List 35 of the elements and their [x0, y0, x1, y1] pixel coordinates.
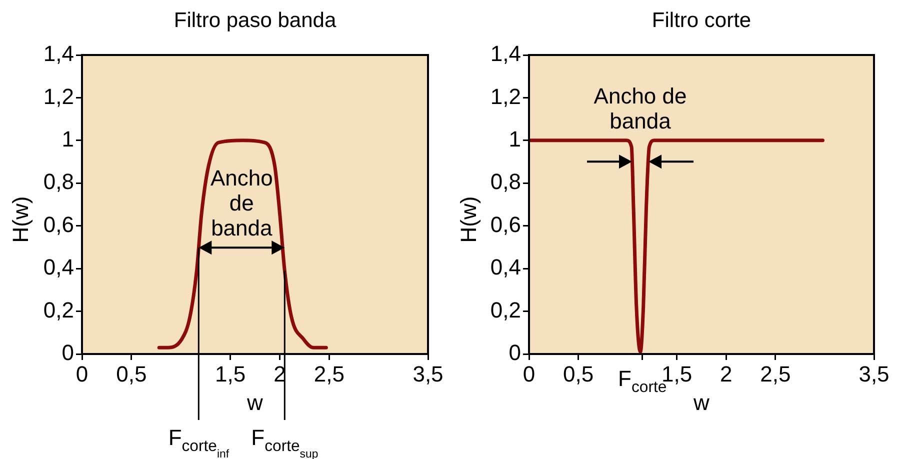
x-tick-label: 3,5 [412, 361, 444, 386]
y-tick-label: 1 [508, 126, 521, 152]
x-tick-label: 0,5 [116, 361, 147, 386]
x-axis-title: w [246, 390, 264, 415]
x-tick-label: 2,5 [314, 361, 344, 386]
y-tick-label: 0 [508, 340, 521, 366]
y-tick-label: 0,4 [490, 254, 521, 280]
x-tick-label: 2 [274, 361, 286, 386]
y-axis-title: H(w) [8, 196, 33, 243]
y-tick-label: 0,4 [43, 254, 74, 280]
annotation: Ancho de banda [210, 166, 274, 241]
x-tick-label: 2 [720, 361, 732, 386]
y-tick-label: 0,2 [43, 297, 74, 322]
y-tick-label: 0,6 [490, 212, 521, 237]
line-series [529, 138, 824, 354]
y-tick-label: 1,2 [43, 84, 74, 109]
chart-title: Filtro paso banda [174, 9, 336, 32]
y-tick-label: 0 [62, 340, 74, 366]
y-axis-title: H(w) [456, 196, 481, 243]
y-tick-label: 0,8 [43, 169, 74, 194]
y-tick-label: 0,8 [490, 169, 521, 194]
y-tick-label: 0,2 [490, 297, 521, 322]
x-axis-title: w [692, 390, 710, 415]
x-tick-label: 1,5 [214, 361, 246, 386]
y-tick-label: 1,4 [43, 41, 74, 66]
line-series [157, 138, 328, 350]
y-tick-label: 1,2 [490, 84, 521, 109]
y-tick-label: 1,4 [490, 41, 521, 66]
chart-title: Filtro corte [652, 9, 752, 32]
y-tick-label: 0,6 [43, 212, 74, 237]
x-tick-label: 3,5 [858, 361, 890, 386]
x-tick-label: 0,5 [562, 361, 594, 386]
y-tick-label: 1 [62, 126, 74, 152]
annotation: Ancho de banda [594, 83, 687, 134]
x-tick-label: 2,5 [760, 361, 791, 386]
